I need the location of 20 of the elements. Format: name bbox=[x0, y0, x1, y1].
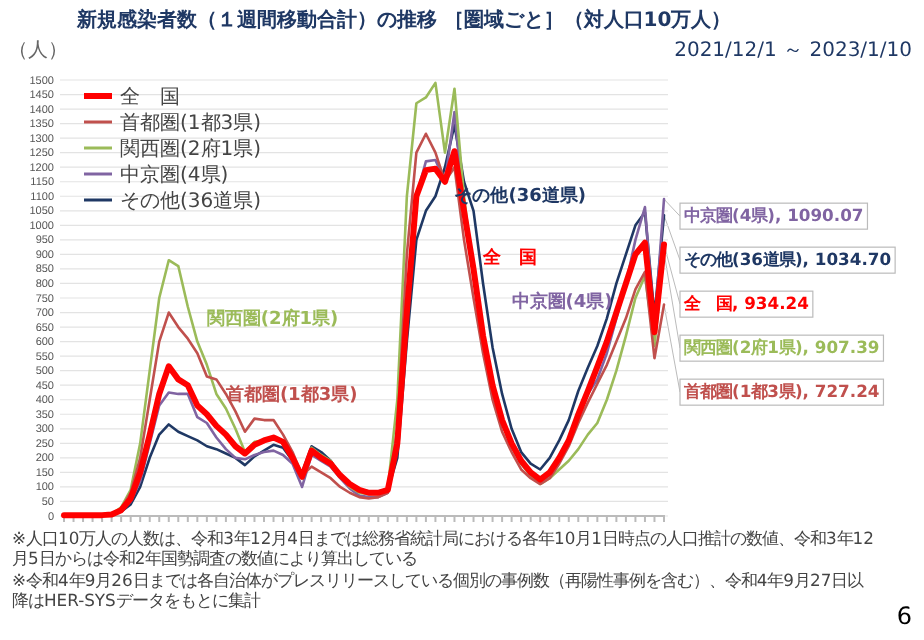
text: ※人口10万人の人数は、令和3年12月4日までは総務省統計局における各年10月1日時点の人口推計の数値、令和3年12月5日からは令和2年国勢調査の数値により算出している bbox=[12, 528, 874, 568]
legend-label: その他(36道県) bbox=[120, 189, 262, 213]
data-label: その他(36道県), 1034.70 bbox=[684, 249, 892, 270]
annotation: 首都圏(1都3県) bbox=[223, 383, 358, 406]
annotation: 関西圏(2府1県) bbox=[206, 308, 339, 331]
y-axis-title: （人） bbox=[8, 40, 68, 62]
text: 6 bbox=[896, 602, 912, 630]
legend-label: 首都圏(1都3県) bbox=[120, 111, 262, 135]
data-label: 中京圏(4県), 1090.07 bbox=[684, 205, 864, 226]
data-label: 関西圏(2府1県), 907.39 bbox=[684, 337, 880, 358]
data-label: 全 国, 934.24 bbox=[682, 293, 810, 314]
text: ※令和4年9月26日までは各自治体がプレスリリースしている個別の事例数（再陽性事例を含む）、令和4年9月27日以降はHER-SYSデータをもとに集計 bbox=[12, 570, 864, 610]
chart-title: 新規感染者数（１週間移動合計）の推移 ［圏域ごと］（対人口10万人） bbox=[74, 8, 732, 32]
text: 2021/12/1 ～ 2023/1/10 bbox=[674, 40, 912, 62]
annotation: 全 国 bbox=[481, 247, 538, 270]
legend-label: 全 国 bbox=[120, 85, 180, 109]
legend-label: 関西圏(2府1県) bbox=[120, 137, 262, 161]
legend-label: 中京圏(4県) bbox=[120, 163, 229, 187]
data-label: 首都圏(1都3県), 727.24 bbox=[682, 381, 880, 402]
annotation: 中京圏(4県) bbox=[511, 290, 613, 313]
